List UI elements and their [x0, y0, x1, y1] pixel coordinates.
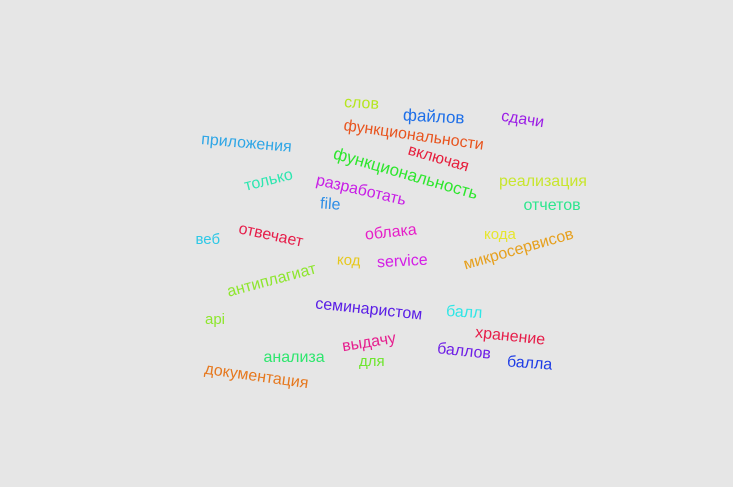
word-koda: кода — [484, 225, 516, 243]
word-slov: слов — [343, 94, 379, 113]
word-vydachu: выдачу — [340, 329, 398, 356]
word-api: api — [205, 310, 226, 328]
word-seminaristom: семинаристом — [313, 295, 423, 324]
word-dlya: для — [359, 352, 385, 370]
word-faylov: файлов — [402, 104, 466, 128]
word-sdachi: сдачи — [499, 107, 545, 132]
word-file: file — [319, 195, 342, 214]
word-antiplagiat: антиплагиат — [225, 260, 319, 301]
word-analiza: анализа — [263, 349, 325, 366]
word-otvechaet: отвечает — [237, 220, 305, 251]
word-ballov: баллов — [436, 340, 492, 363]
word-tolko: только — [242, 166, 295, 195]
word-oblaka: облака — [364, 221, 418, 244]
word-otchetov: отчетов — [523, 197, 581, 214]
word-balla: балла — [505, 353, 553, 374]
word-prilozheniya: приложения — [199, 131, 292, 156]
word-realizatsiya: реализация — [499, 173, 587, 190]
word-mikroservisov: микросервисов — [461, 225, 576, 274]
word-kod: код — [336, 250, 361, 270]
word-veb: веб — [195, 230, 221, 248]
word-ball: балл — [445, 303, 483, 322]
word-service: service — [376, 251, 428, 272]
word-dokumentatsiya: документация — [202, 360, 310, 393]
